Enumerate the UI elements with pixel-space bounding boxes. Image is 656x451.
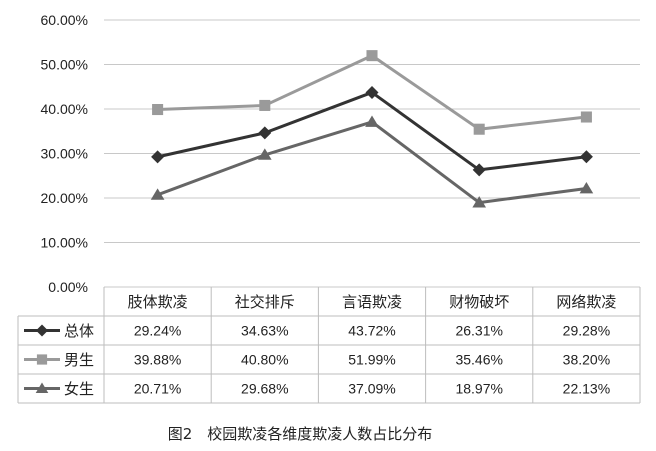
chart-title: 图2 校园欺凌各维度欺凌人数占比分布 <box>168 425 433 443</box>
table-cell-value: 26.31% <box>455 323 502 339</box>
series-lines <box>157 54 587 205</box>
data-point <box>472 196 487 208</box>
table-cell-value: 29.28% <box>563 323 610 339</box>
table-cell-value: 29.68% <box>241 381 288 397</box>
y-tick-label: 50.00% <box>41 57 88 73</box>
table-cell-value: 18.97% <box>455 381 502 397</box>
data-point <box>579 182 594 194</box>
legend-label: 女生 <box>64 380 94 398</box>
legend-marker <box>35 382 49 393</box>
legend-marker <box>36 354 48 365</box>
y-axis-tick-labels: 0.00% 10.00% 20.00% 30.00% 40.00% 50.00% 60.00… <box>41 12 88 295</box>
category-label: 肢体欺凌 <box>128 293 188 311</box>
legend-marker <box>36 324 48 337</box>
series-markers <box>150 50 594 208</box>
legend-label: 总体 <box>64 322 94 340</box>
y-tick-label: 0.00% <box>48 279 88 295</box>
table-cell-value: 29.24% <box>134 323 181 339</box>
y-tick-label: 40.00% <box>41 101 88 117</box>
data-point <box>259 99 271 111</box>
data-point <box>366 50 378 62</box>
table-cell-value: 43.72% <box>348 323 395 339</box>
y-tick-label: 10.00% <box>41 235 88 251</box>
data-point <box>365 85 379 99</box>
table-cell-value: 38.20% <box>563 352 610 368</box>
data-point <box>150 188 165 200</box>
data-point <box>580 111 592 123</box>
y-tick-label: 20.00% <box>41 190 88 206</box>
data-point <box>473 123 485 135</box>
table-cell-value: 34.63% <box>241 323 288 339</box>
table-cell-value: 37.09% <box>348 381 395 397</box>
data-point <box>258 126 272 140</box>
table-cell-value: 22.13% <box>563 381 610 397</box>
data-point <box>151 150 165 164</box>
y-tick-label: 30.00% <box>41 146 88 162</box>
legend-label: 男生 <box>64 351 94 369</box>
data-point <box>472 163 486 177</box>
table-cell-value: 40.80% <box>241 352 288 368</box>
data-point <box>365 115 379 127</box>
category-label: 社交排斥 <box>235 293 295 311</box>
table-cell-value: 35.46% <box>455 352 502 368</box>
table-cell-value: 20.71% <box>134 381 181 397</box>
data-point <box>257 148 272 160</box>
table-cell-value: 39.88% <box>134 352 181 368</box>
category-label: 言语欺凌 <box>342 293 402 311</box>
y-tick-label: 60.00% <box>41 12 88 28</box>
category-label: 财物破坏 <box>449 293 509 311</box>
data-point <box>152 104 164 116</box>
series-line <box>157 120 587 205</box>
category-label: 网络欺凌 <box>556 293 616 311</box>
series-line <box>157 90 587 172</box>
data-point <box>579 150 593 164</box>
table-cell-value: 51.99% <box>348 352 395 368</box>
